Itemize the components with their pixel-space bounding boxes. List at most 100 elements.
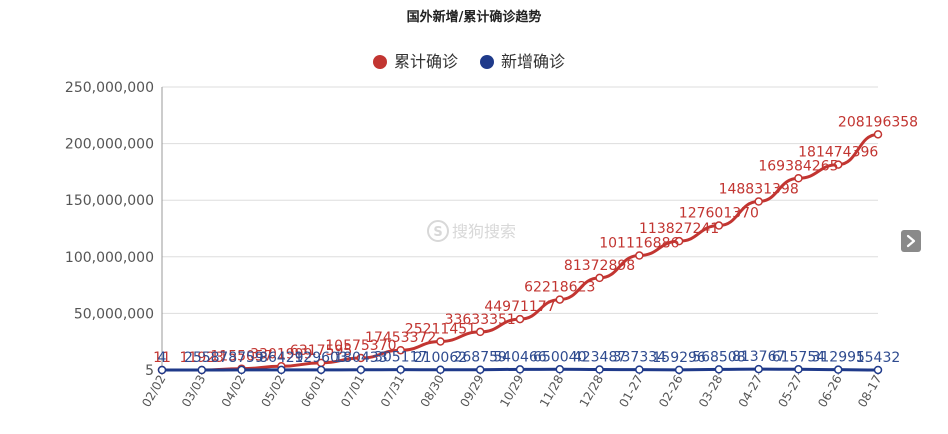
x-tick-label: 01-27 [616,373,646,410]
data-point-total[interactable] [356,353,366,363]
data-label-total: 6317595 [290,343,352,359]
data-point-new[interactable] [197,365,207,375]
data-label-total: 208196358 [838,114,918,130]
data-point-new[interactable] [555,365,565,374]
data-label-total: 62218623 [524,280,595,296]
x-tick-label: 03/03 [179,373,208,410]
data-label-new: 180433 [334,350,387,366]
data-point-new[interactable] [635,365,644,374]
data-label-new: 615754 [772,349,826,365]
y-tick-label: 250,000,000 [65,80,154,96]
data-point-new[interactable] [873,365,883,375]
data-point-new[interactable] [157,365,167,375]
data-point-total[interactable] [833,160,843,169]
data-point-new[interactable] [316,365,326,375]
data-point-total[interactable] [475,327,485,337]
x-tick-label: 07/01 [338,373,367,410]
data-label-total: 11 [153,350,171,366]
data-point-new[interactable] [436,365,445,375]
data-point-new[interactable] [674,365,684,375]
data-label-new: 129603 [294,350,347,366]
data-point-new[interactable] [754,364,763,374]
data-point-new[interactable] [794,365,803,374]
legend-marker-new [480,55,494,69]
data-point-new[interactable] [396,365,405,374]
x-tick-label: 07/31 [378,373,407,410]
data-label-total: 181474396 [798,145,878,161]
data-point-new[interactable] [356,365,366,375]
data-point-total[interactable] [873,130,883,139]
data-label-new: 2558 [184,350,220,366]
data-label-total: 113827241 [639,221,719,237]
x-tick-label: 12/28 [577,373,606,410]
data-point-total[interactable] [674,236,684,246]
data-label-total: 101116886 [599,236,679,252]
chevron-right-icon [906,234,916,248]
x-tick-label: 02-26 [656,373,686,410]
data-point-new[interactable] [237,365,246,375]
x-tick-label: 05-27 [775,373,805,410]
data-label-new: 337334 [613,350,667,366]
data-label-total: 81372898 [564,258,635,274]
x-tick-label: 04/02 [219,373,248,410]
x-tick-label: 02/02 [139,373,168,410]
y-tick-label: 5 [145,363,154,379]
data-point-total[interactable] [794,174,803,183]
data-point-total[interactable] [635,251,644,260]
y-tick-label: 200,000,000 [65,137,154,153]
data-label-new: 305117 [374,350,427,366]
data-point-new[interactable] [475,365,485,374]
next-chart-button[interactable] [901,230,921,252]
svg-text:S: S [433,225,442,240]
data-label-total: 169384265 [758,158,838,174]
x-tick-label: 04-27 [736,373,766,410]
data-point-total[interactable] [595,273,604,283]
x-tick-label: 08/30 [418,373,447,410]
data-point-total[interactable] [555,295,565,304]
data-point-total[interactable] [754,197,763,206]
x-tick-label: 03-28 [696,373,726,410]
data-label-total: 44971177 [484,299,555,315]
y-tick-label: 100,000,000 [65,250,154,266]
watermark-text: 搜狗搜索 [452,222,516,241]
series [157,130,883,375]
data-label-total: 17453372 [365,330,436,346]
data-label-total: 127601370 [679,206,759,222]
data-point-total[interactable] [396,345,405,355]
data-label-new: 78759 [219,350,264,366]
data-point-new[interactable] [277,365,286,375]
data-point-new[interactable] [714,365,724,374]
data-label-new: 568508 [692,349,745,365]
x-tick-label: 08-17 [855,373,885,410]
y-tick-label: 50,000,000 [74,306,154,322]
data-label-new: 423487 [573,350,626,366]
sogou-logo-icon: S [427,220,449,242]
data-label-new: 86429 [259,350,304,366]
data-label-new: 312995 [811,350,864,366]
data-label-new: 159296 [652,350,706,366]
data-label-total: 11923 [180,350,225,366]
data-label-new: 813767 [732,349,785,365]
data-point-new[interactable] [595,365,604,374]
data-point-total[interactable] [714,221,724,230]
legend-marker-total [373,55,387,69]
data-labels: 11 11923115505733019996317595105753701745… [153,114,918,366]
data-point-total[interactable] [436,337,445,346]
gridlines [162,86,878,314]
data-label-total: 33633351 [445,312,516,328]
data-label-new: 650040 [533,349,586,365]
x-tick-label: 06/01 [298,373,327,410]
legend-item-new[interactable]: 新增确诊 [480,52,565,71]
data-point-total[interactable] [515,314,525,324]
data-label-new: 15432 [856,350,901,366]
x-tick-label: 09/29 [457,373,486,410]
data-point-new[interactable] [833,365,843,374]
legend-item-total[interactable]: 累计确诊 [373,52,458,71]
data-point-new[interactable] [515,365,525,374]
x-tick-label: 10/29 [497,373,526,410]
data-label-new: 268759 [453,350,506,366]
chart-title: 国外新增/累计确诊趋势 [407,9,542,25]
y-axis: 5 50,000,000 100,000,000 150,000,000 200,000… [65,80,163,379]
y-tick-label: 150,000,000 [65,193,154,209]
